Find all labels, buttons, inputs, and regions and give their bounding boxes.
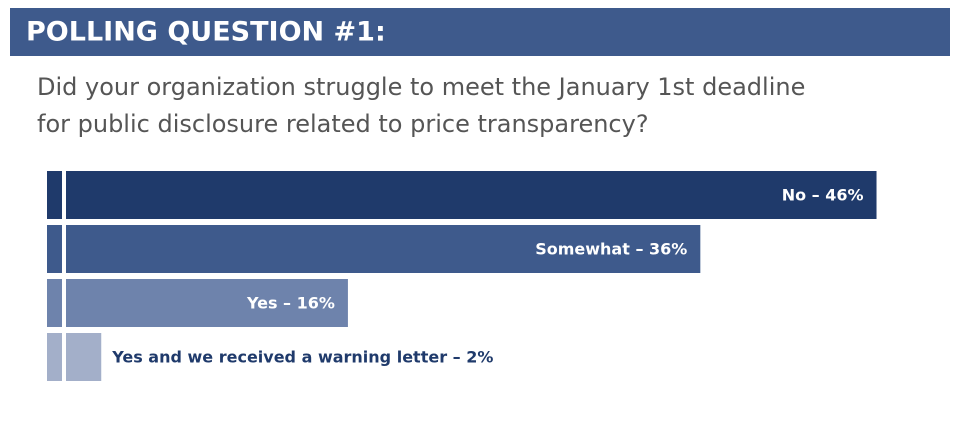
question-line: for public disclosure related to price t… <box>37 110 649 138</box>
bar-stub <box>47 279 62 327</box>
bar-stub <box>47 225 62 273</box>
bar-stub <box>47 171 62 219</box>
bar <box>66 225 701 273</box>
value-label: Yes and we received a warning letter – 2… <box>111 348 493 367</box>
bar-stub <box>47 333 62 381</box>
bar <box>66 333 102 381</box>
question-line: Did your organization struggle to meet t… <box>37 73 805 101</box>
value-label: No – 46% <box>782 186 864 205</box>
bar <box>66 279 348 327</box>
value-label: Yes – 16% <box>246 294 335 313</box>
bar <box>66 171 877 219</box>
chart-title: POLLING QUESTION #1: <box>26 17 386 48</box>
value-label: Somewhat – 36% <box>535 240 687 259</box>
header-bar <box>10 8 950 56</box>
